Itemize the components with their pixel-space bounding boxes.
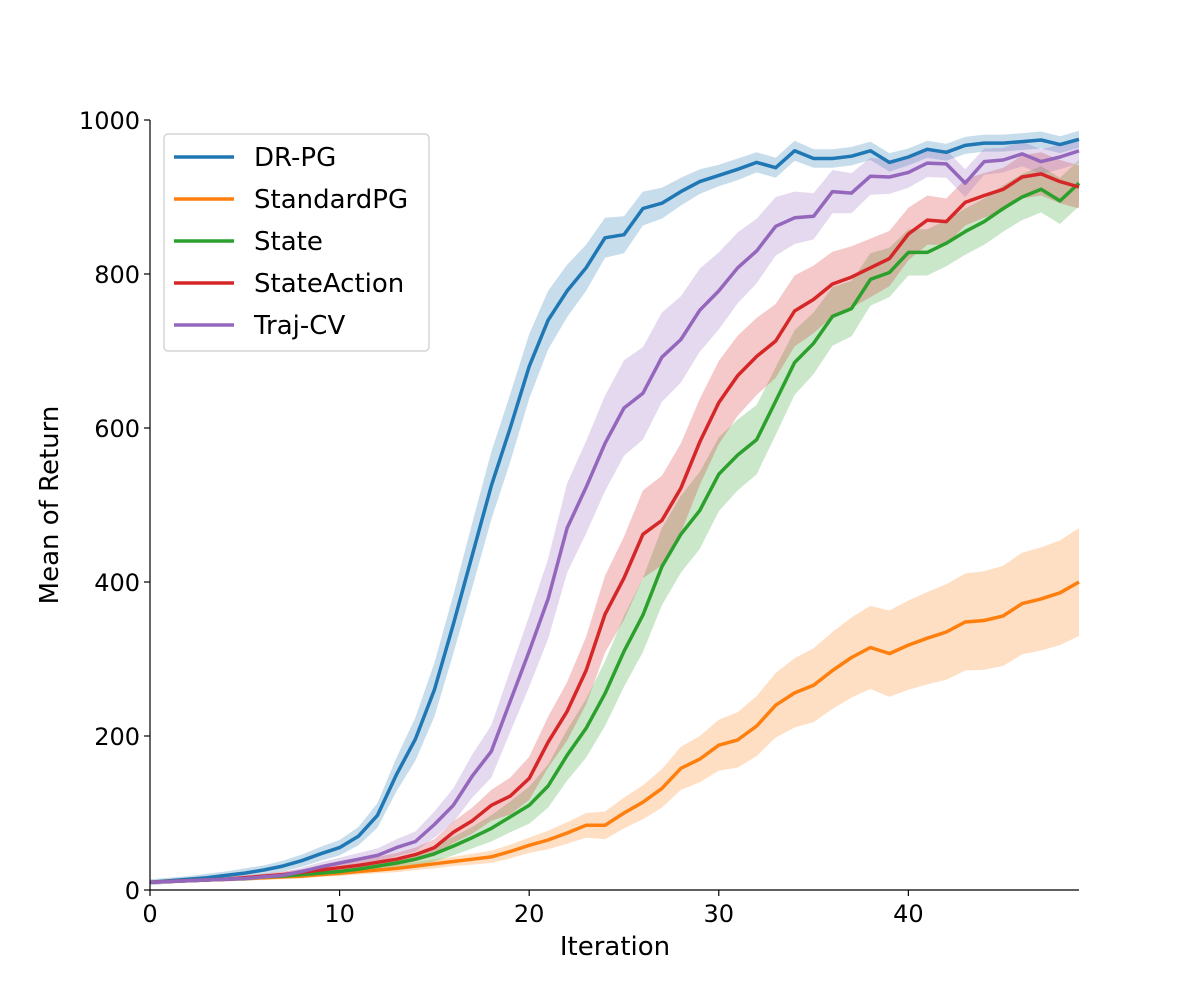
y-tick-label: 1000: [79, 107, 140, 135]
y-tick-label: 400: [94, 569, 140, 597]
legend: DR-PG StandardPG State StateAction Traj-CV: [163, 133, 430, 352]
legend-label-dr-pg: DR-PG: [254, 143, 336, 173]
line-state: [149, 181, 1081, 885]
legend-label-stateaction: StateAction: [254, 269, 404, 299]
y-tick-label: 600: [94, 415, 140, 443]
x-tick-label: 30: [704, 900, 735, 928]
legend-label-traj-cv: Traj-CV: [253, 311, 345, 341]
y-axis-label: Mean of Return: [35, 406, 65, 605]
y-tick-label: 0: [125, 877, 140, 905]
band-state: [150, 160, 1079, 884]
legend-label-standardpg: StandardPG: [254, 185, 408, 215]
x-tick-label: 20: [514, 900, 545, 928]
x-tick-label: 10: [324, 900, 355, 928]
line-traj-cv: [149, 149, 1080, 885]
line-dr-pg: [149, 137, 1080, 885]
legend-frame: [163, 133, 430, 352]
confidence-bands: [150, 130, 1079, 886]
x-axis-label: Iteration: [560, 932, 670, 962]
x-tick-label: 40: [893, 900, 924, 928]
x-tick-label: 0: [142, 900, 157, 928]
y-tick-label: 800: [94, 261, 140, 289]
y-axis-ticks: 0 200 400 600 800 1000: [79, 107, 150, 905]
series-lines: [149, 137, 1081, 885]
x-axis-ticks: 0 10 20 30 40: [142, 890, 924, 928]
band-standardpg: [150, 528, 1079, 884]
y-tick-label: 200: [94, 723, 140, 751]
legend-label-state: State: [254, 227, 323, 257]
